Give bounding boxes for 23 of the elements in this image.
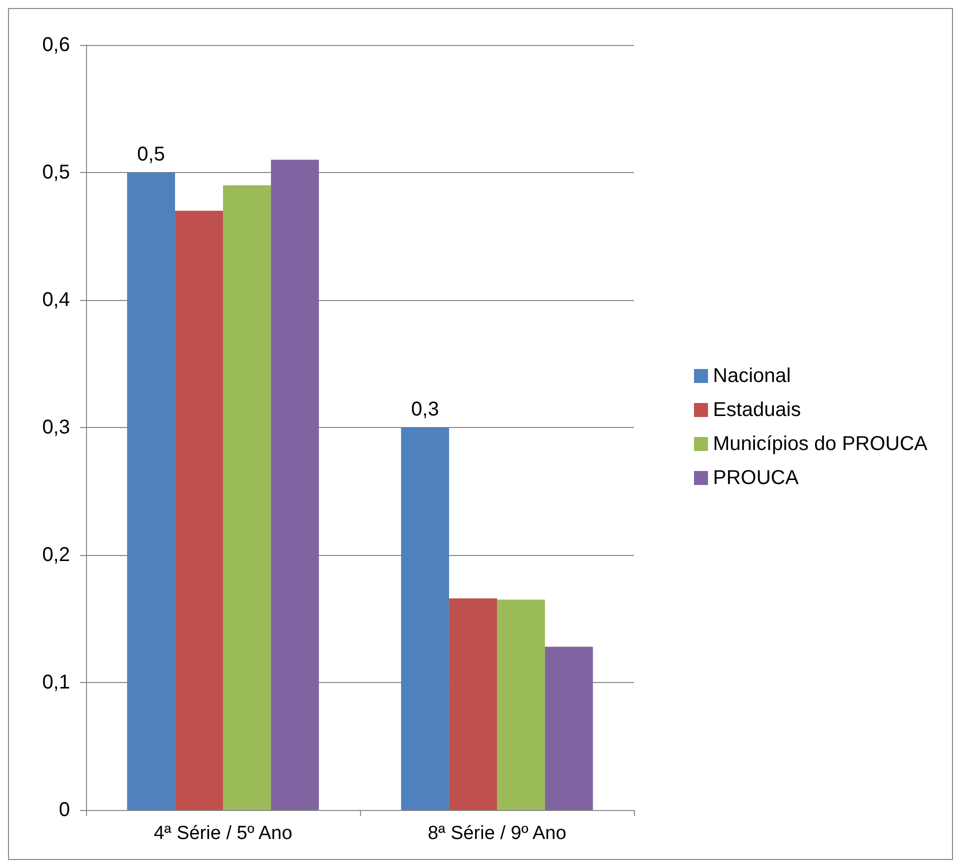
data-label: 0,5 xyxy=(137,144,165,166)
data-label: 0,3 xyxy=(411,398,439,420)
bar xyxy=(127,172,176,810)
bar xyxy=(401,428,450,810)
y-tick-label: 0,5 xyxy=(42,162,70,184)
bar xyxy=(449,598,497,810)
legend-label: Municípios do PROUCA xyxy=(713,433,928,455)
bar xyxy=(497,600,545,810)
bar xyxy=(270,160,319,810)
y-tick-label: 0,1 xyxy=(42,672,70,694)
legend-label: PROUCA xyxy=(713,467,800,489)
y-tick-label: 0,2 xyxy=(42,544,70,566)
bar xyxy=(223,185,271,810)
y-tick-label: 0 xyxy=(58,799,70,821)
y-tick-label: 0,3 xyxy=(42,416,70,438)
bar xyxy=(544,646,593,810)
bar xyxy=(175,210,223,810)
x-tick-label: 4ª Série / 5º Ano xyxy=(154,823,292,844)
legend-label: Estaduais xyxy=(713,399,801,421)
x-tick-label: 8ª Série / 9º Ano xyxy=(428,823,566,844)
legend-label: Nacional xyxy=(713,365,791,387)
y-tick-label: 0,4 xyxy=(42,289,70,311)
y-tick-label: 0,6 xyxy=(42,34,70,56)
